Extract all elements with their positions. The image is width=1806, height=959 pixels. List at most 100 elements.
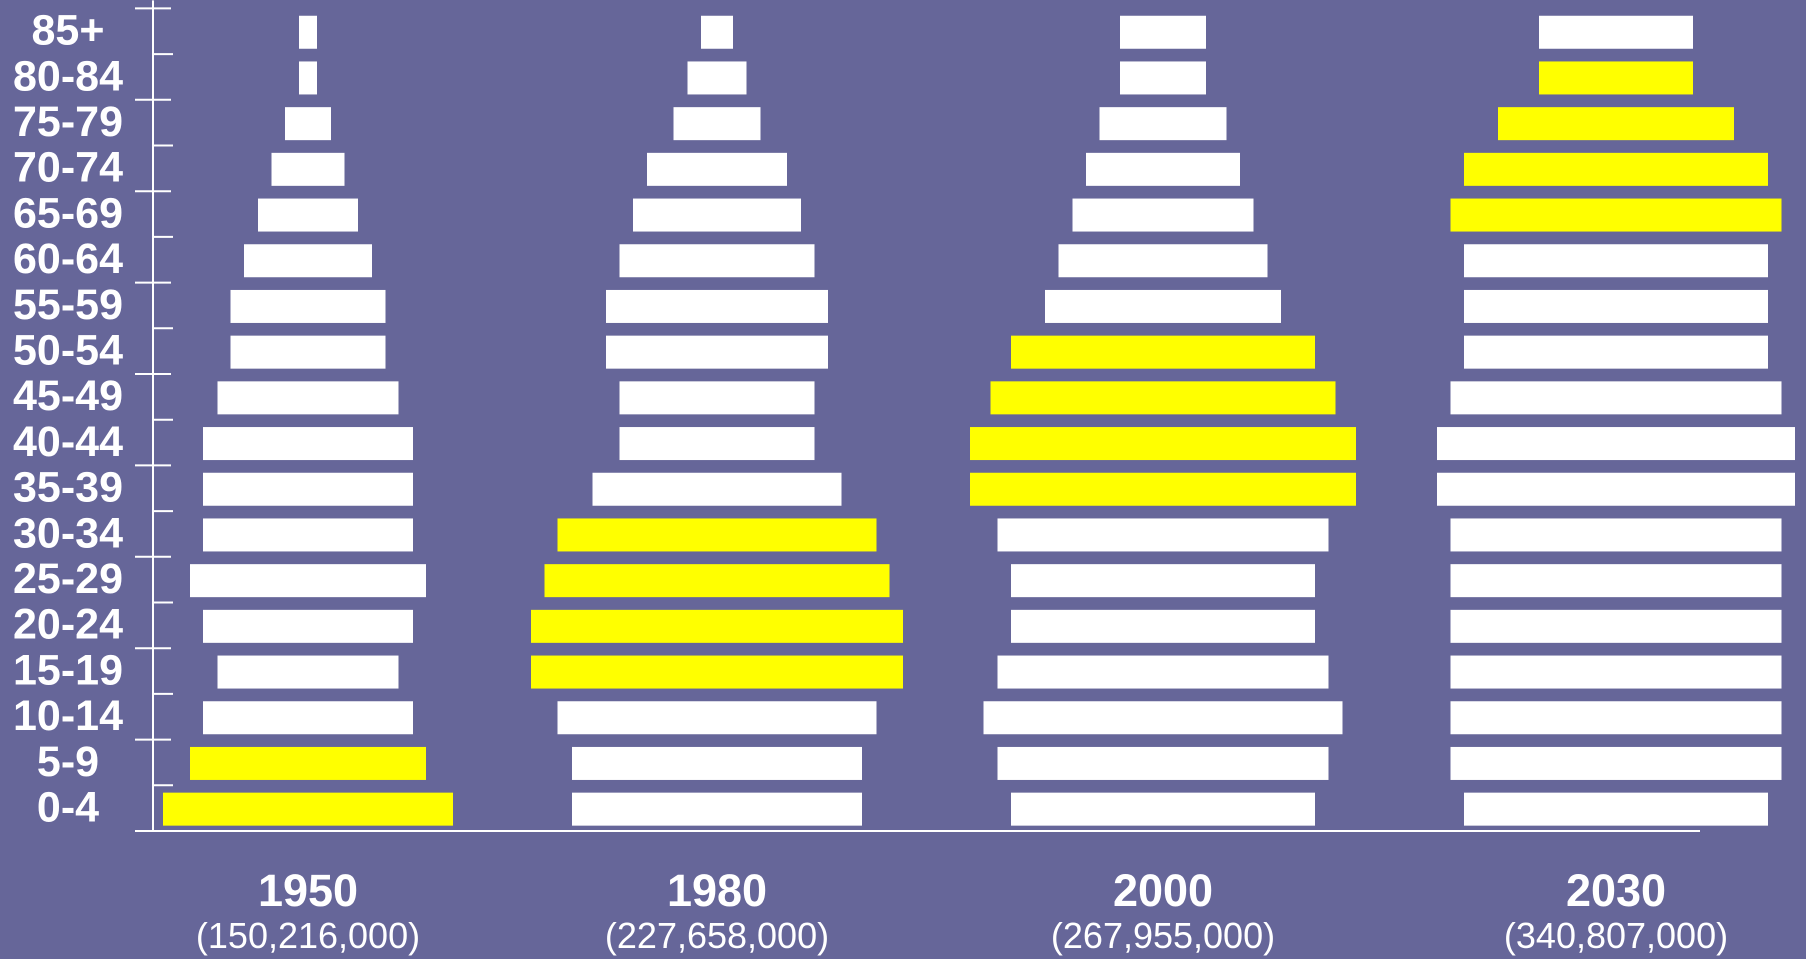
age-label-65-69: 65-69 [13, 189, 123, 237]
bar-1950-10-14 [203, 701, 413, 735]
bar-2030-70-74 [1464, 152, 1768, 186]
bar-1980-40-44 [619, 427, 815, 461]
year-label-1950: 1950 [258, 865, 358, 916]
bar-1950-25-29 [190, 564, 426, 598]
age-label-5-9: 5-9 [37, 738, 99, 786]
age-label-30-34: 30-34 [13, 509, 123, 557]
bar-1980-35-39 [592, 472, 842, 506]
bar-1980-10-14 [557, 701, 877, 735]
age-label-15-19: 15-19 [13, 646, 123, 694]
bar-2030-50-54 [1464, 335, 1768, 369]
bar-2000-45-49 [990, 381, 1336, 415]
bar-2000-20-24 [1011, 609, 1315, 643]
bar-1950-70-74 [271, 152, 345, 186]
bar-1980-65-69 [633, 198, 801, 232]
bar-1980-50-54 [606, 335, 828, 369]
bar-1950-40-44 [203, 427, 413, 461]
bar-2030-60-64 [1464, 244, 1768, 278]
bars [163, 15, 1795, 826]
year-label-1980: 1980 [667, 865, 767, 916]
bar-1950-0-4 [163, 792, 453, 826]
y-axis [135, 0, 1700, 832]
bar-1980-30-34 [557, 518, 877, 552]
bar-1950-85+ [299, 15, 317, 49]
bar-2030-85+ [1539, 15, 1693, 49]
bar-1950-80-84 [299, 61, 317, 95]
bar-1980-75-79 [673, 107, 761, 141]
bar-2030-55-59 [1464, 289, 1768, 323]
year-labels: 1950(150,216,000) 1980(227,658,000) 2000(2… [196, 865, 1728, 956]
age-label-10-14: 10-14 [13, 692, 123, 740]
bar-2030-35-39 [1437, 472, 1795, 506]
bar-2000-55-59 [1045, 289, 1281, 323]
age-group-labels: 0-45-910-1415-1920-2425-2930-3435-3940-4… [13, 7, 123, 832]
bar-1980-80-84 [687, 61, 747, 95]
age-label-45-49: 45-49 [13, 372, 123, 420]
age-label-50-54: 50-54 [13, 327, 123, 375]
bar-2030-75-79 [1498, 107, 1734, 141]
total-label-1980: (227,658,000) [605, 915, 829, 956]
total-label-1950: (150,216,000) [196, 915, 420, 956]
bar-1980-25-29 [544, 564, 890, 598]
bar-2000-0-4 [1011, 792, 1315, 826]
year-label-2000: 2000 [1113, 865, 1213, 916]
age-label-85+: 85+ [32, 7, 105, 55]
bar-1980-15-19 [531, 655, 903, 689]
bar-2000-10-14 [983, 701, 1343, 735]
bar-2000-5-9 [997, 746, 1329, 780]
bar-1980-45-49 [619, 381, 815, 415]
bar-2000-70-74 [1086, 152, 1240, 186]
bar-2030-45-49 [1450, 381, 1782, 415]
age-label-55-59: 55-59 [13, 281, 123, 329]
total-label-2030: (340,807,000) [1504, 915, 1728, 956]
bar-2000-40-44 [970, 427, 1356, 461]
age-label-80-84: 80-84 [13, 52, 123, 100]
age-label-75-79: 75-79 [13, 98, 123, 146]
bar-2000-65-69 [1072, 198, 1254, 232]
bar-1980-85+ [701, 15, 733, 49]
bar-1950-35-39 [203, 472, 413, 506]
bar-2030-65-69 [1450, 198, 1782, 232]
bar-1980-0-4 [572, 792, 862, 826]
bar-1950-50-54 [230, 335, 386, 369]
bar-1980-20-24 [531, 609, 903, 643]
age-label-70-74: 70-74 [13, 144, 123, 192]
bar-2000-60-64 [1058, 244, 1268, 278]
bar-1950-15-19 [217, 655, 399, 689]
bar-2030-80-84 [1539, 61, 1693, 95]
bar-1950-20-24 [203, 609, 413, 643]
bar-2000-15-19 [997, 655, 1329, 689]
bar-2030-30-34 [1450, 518, 1782, 552]
total-label-2000: (267,955,000) [1051, 915, 1275, 956]
year-label-2030: 2030 [1566, 865, 1666, 916]
bar-1980-70-74 [647, 152, 787, 186]
bar-1950-55-59 [230, 289, 386, 323]
bar-1980-55-59 [606, 289, 828, 323]
bar-1950-45-49 [217, 381, 399, 415]
bar-2030-40-44 [1437, 427, 1795, 461]
bar-2000-50-54 [1011, 335, 1315, 369]
age-label-25-29: 25-29 [13, 555, 123, 603]
bar-2030-10-14 [1450, 701, 1782, 735]
bar-2000-80-84 [1120, 61, 1206, 95]
bar-2030-0-4 [1464, 792, 1768, 826]
bar-2000-35-39 [970, 472, 1356, 506]
bar-1950-75-79 [285, 107, 331, 141]
age-label-35-39: 35-39 [13, 464, 123, 512]
bar-1950-30-34 [203, 518, 413, 552]
bar-1950-65-69 [258, 198, 358, 232]
age-label-40-44: 40-44 [13, 418, 123, 466]
bar-2030-25-29 [1450, 564, 1782, 598]
age-label-20-24: 20-24 [13, 601, 123, 649]
age-label-0-4: 0-4 [37, 784, 99, 832]
bar-2000-75-79 [1099, 107, 1227, 141]
bar-2030-15-19 [1450, 655, 1782, 689]
bar-2030-5-9 [1450, 746, 1782, 780]
bar-1950-60-64 [244, 244, 372, 278]
bar-1950-5-9 [190, 746, 426, 780]
bar-1980-60-64 [619, 244, 815, 278]
age-label-60-64: 60-64 [13, 235, 123, 283]
bar-2030-20-24 [1450, 609, 1782, 643]
bar-2000-25-29 [1011, 564, 1315, 598]
